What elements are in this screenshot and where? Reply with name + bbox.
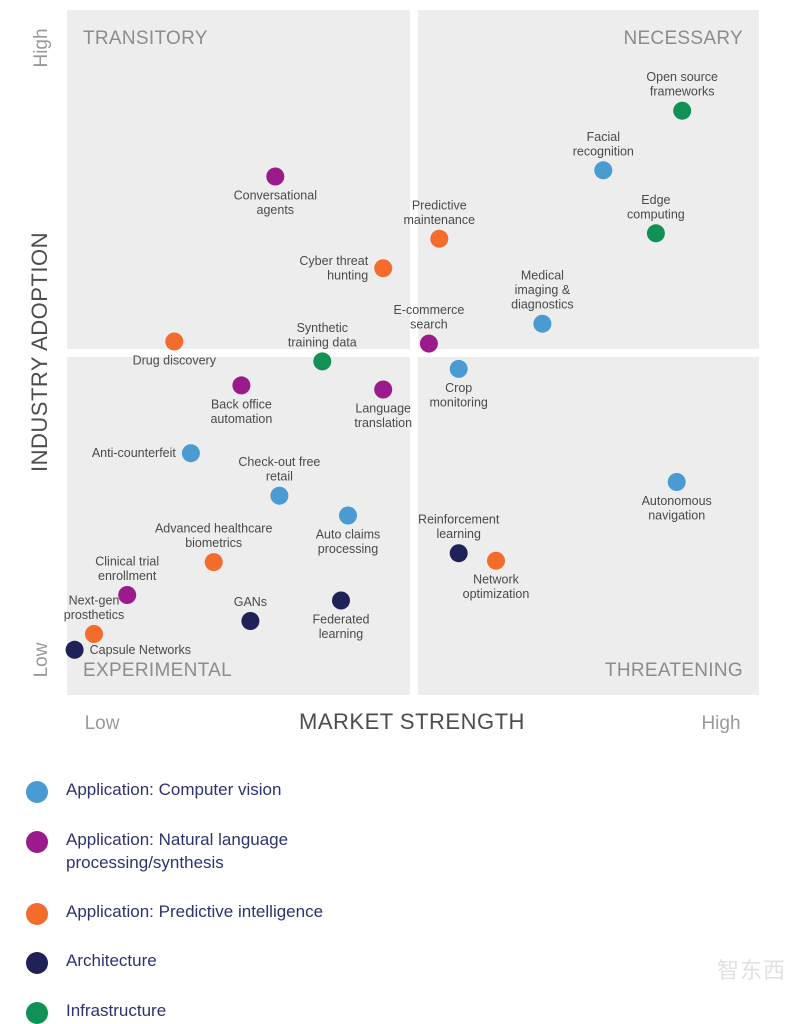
- point-federated-learning: [332, 591, 350, 610]
- point-synthetic-training-data: [313, 352, 332, 371]
- point-auto-claims-processing: [339, 506, 357, 525]
- legend-dot-cv: [26, 781, 48, 803]
- legend-label-pi: Application: Predictive intelligence: [66, 902, 324, 921]
- point-e-commerce-search: [419, 334, 438, 353]
- legend-item-cv: Application: Computer vision: [26, 778, 281, 803]
- point-label-medical-imaging-diagnostics: Medical imaging & diagnostics: [511, 269, 574, 312]
- legend-label-arch: Architecture: [66, 951, 157, 970]
- point-open-source-frameworks: [673, 101, 692, 120]
- point-cyber-threat-hunting: [374, 259, 393, 278]
- point-label-conversational-agents: Conversational agents: [234, 189, 317, 218]
- point-label-crop-monitoring: Crop monitoring: [430, 381, 488, 410]
- point-predictive-maintenance: [430, 229, 449, 248]
- point-network-optimization: [487, 551, 505, 570]
- point-capsule-networks: [65, 640, 84, 659]
- legend-item-arch: Architecture: [26, 949, 157, 974]
- point-anti-counterfeit: [181, 444, 200, 463]
- legend-label-cv: Application: Computer vision: [66, 780, 282, 799]
- point-facial-recognition: [594, 161, 613, 180]
- quadrant-top-left: [67, 10, 410, 349]
- point-label-drug-discovery: Drug discovery: [133, 354, 217, 368]
- x-axis-low-label: Low: [85, 713, 120, 734]
- point-label-autonomous-navigation: Autonomous navigation: [642, 494, 712, 523]
- point-drug-discovery: [165, 332, 184, 351]
- point-label-auto-claims-processing: Auto claims processing: [316, 528, 381, 557]
- point-crop-monitoring: [449, 359, 468, 378]
- quadrant-bottom-left: [67, 357, 410, 695]
- legend-dot-arch: [26, 952, 48, 974]
- point-label-next-gen-prosthetics: Next-gen prosthetics: [64, 594, 124, 623]
- quadrant-bottom-right: [418, 357, 759, 695]
- quadrant-label-top-right: NECESSARY: [623, 28, 743, 49]
- point-gans: [241, 612, 260, 630]
- point-advanced-healthcare-biometrics: [204, 553, 223, 572]
- point-autonomous-navigation: [667, 473, 686, 491]
- legend-label-nlp: Application: Natural language processing…: [66, 830, 289, 872]
- point-label-federated-learning: Federated learning: [313, 613, 370, 642]
- legend-item-pi: Application: Predictive intelligence: [26, 900, 323, 925]
- point-conversational-agents: [266, 167, 285, 186]
- point-label-check-out-free-retail: Check-out free retail: [238, 455, 320, 484]
- legend-item-nlp: Application: Natural language processing…: [26, 828, 288, 874]
- point-label-gans: GANs: [234, 595, 267, 609]
- quadrant-label-bottom-left: EXPERIMENTAL: [83, 660, 232, 681]
- point-language-translation: [374, 380, 393, 399]
- legend-dot-infra: [26, 1002, 48, 1024]
- point-label-advanced-healthcare-biometrics: Advanced healthcare biometrics: [155, 522, 272, 551]
- point-label-network-optimization: Network optimization: [463, 573, 530, 602]
- point-label-clinical-trial-enrollment: Clinical trial enrollment: [95, 555, 159, 584]
- point-back-office-automation: [232, 376, 251, 395]
- point-clinical-trial-enrollment: [118, 586, 137, 604]
- x-axis-high-label: High: [701, 713, 740, 734]
- point-label-facial-recognition: Facial recognition: [573, 130, 634, 159]
- point-label-anti-counterfeit: Anti-counterfeit: [92, 446, 177, 460]
- point-edge-computing: [646, 224, 665, 243]
- point-label-cyber-threat-hunting: Cyber threat hunting: [299, 254, 368, 283]
- point-label-e-commerce-search: E-commerce search: [393, 303, 464, 332]
- legend-dot-nlp: [26, 831, 48, 853]
- point-label-capsule-networks: Capsule Networks: [90, 643, 191, 657]
- point-label-language-translation: Language translation: [354, 402, 412, 431]
- point-label-edge-computing: Edge computing: [627, 193, 685, 222]
- y-axis-low-label: Low: [31, 642, 52, 677]
- legend-dot-pi: [26, 903, 48, 925]
- legend-label-infra: Infrastructure: [66, 1001, 167, 1020]
- quadrant-top-right: [418, 10, 759, 349]
- point-label-open-source-frameworks: Open source frameworks: [646, 70, 718, 99]
- point-label-synthetic-training-data: Synthetic training data: [288, 321, 357, 350]
- point-medical-imaging-diagnostics: [533, 314, 552, 333]
- point-label-back-office-automation: Back office automation: [210, 397, 272, 426]
- y-axis-high-label: High: [31, 28, 52, 67]
- point-label-predictive-maintenance: Predictive maintenance: [404, 198, 476, 227]
- point-check-out-free-retail: [270, 486, 289, 505]
- x-axis-title: MARKET STRENGTH: [299, 709, 525, 734]
- point-reinforcement-learning: [449, 544, 468, 563]
- quadrant-label-bottom-right: THREATENING: [605, 660, 743, 681]
- watermark: 智东西: [716, 959, 786, 984]
- quadrant-backgrounds: [67, 10, 759, 695]
- point-next-gen-prosthetics: [85, 625, 103, 643]
- point-label-reinforcement-learning: Reinforcement learning: [418, 513, 500, 542]
- quadrant-label-top-left: TRANSITORY: [83, 28, 208, 49]
- legend-item-infra: Infrastructure: [26, 999, 166, 1024]
- y-axis-title: INDUSTRY ADOPTION: [27, 232, 52, 472]
- data-points: Open source frameworks Facial recognition Ed…: [64, 70, 718, 659]
